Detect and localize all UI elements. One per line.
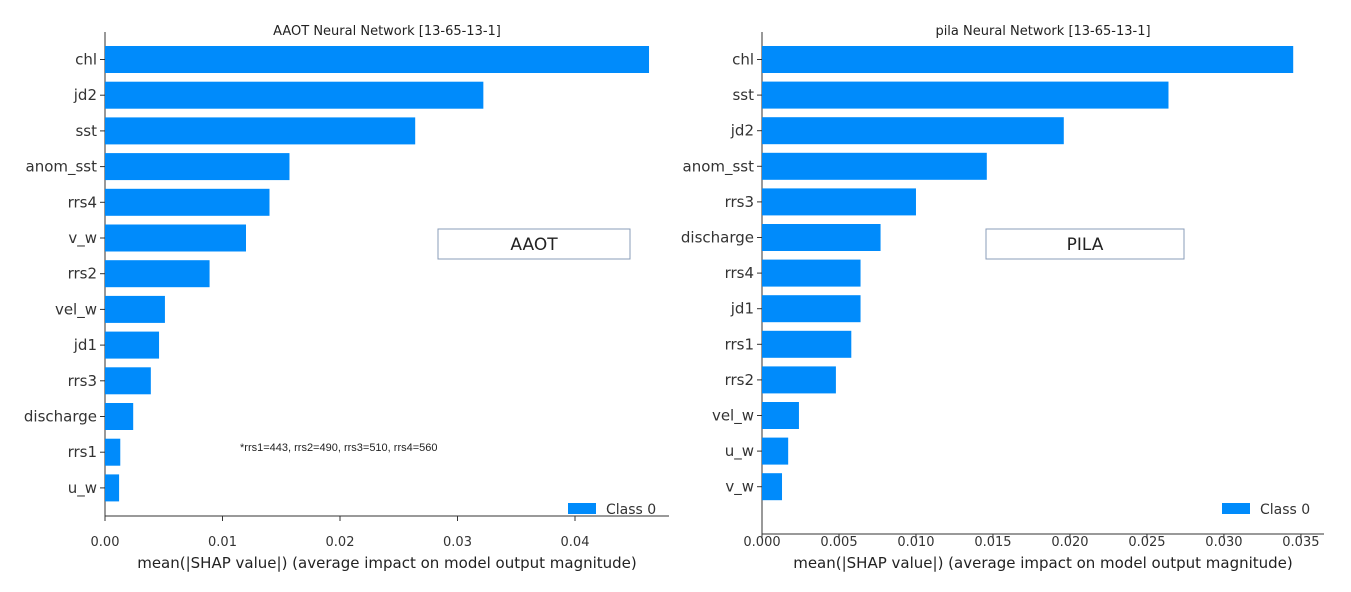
x-axis-label: mean(|SHAP value|) (average impact on mo…	[137, 554, 637, 572]
bar-rrs2	[105, 260, 210, 288]
x-tick-label-4: 0.04	[561, 535, 590, 550]
category-label-rrs3: rrs3	[68, 372, 97, 390]
x-tick-label-4: 0.020	[1051, 535, 1088, 550]
category-label-discharge: discharge	[24, 408, 97, 426]
x-tick-label-7: 0.035	[1282, 535, 1319, 550]
category-label-vel_w: vel_w	[55, 300, 97, 319]
x-tick-label-0: 0.00	[91, 535, 120, 550]
legend-swatch	[568, 503, 596, 514]
category-label-rrs4: rrs4	[725, 264, 754, 282]
bar-sst	[762, 81, 1169, 109]
category-label-rrs4: rrs4	[68, 193, 97, 211]
category-label-vel_w: vel_w	[712, 407, 754, 426]
x-tick-label-6: 0.030	[1205, 535, 1242, 550]
bar-sst	[105, 117, 416, 145]
bar-discharge	[105, 403, 134, 430]
bar-chl	[105, 46, 650, 73]
category-label-anom_sst: anom_sst	[683, 157, 755, 176]
category-label-jd2: jd2	[73, 86, 97, 104]
bar-chl	[762, 46, 1294, 73]
bar-rrs1	[762, 330, 852, 358]
panel-label-box	[985, 228, 1185, 260]
category-label-jd1: jd1	[730, 300, 754, 318]
bar-anom_sst	[762, 152, 987, 180]
bar-v_w	[105, 224, 246, 252]
x-tick-label-3: 0.015	[974, 535, 1011, 550]
bar-rrs4	[762, 259, 861, 287]
legend-label: Class 0	[1260, 502, 1310, 518]
bar-rrs3	[105, 367, 151, 395]
x-tick-label-1: 0.005	[820, 535, 857, 550]
category-label-u_w: u_w	[725, 442, 754, 461]
x-tick-label-1: 0.01	[208, 535, 237, 550]
category-label-anom_sst: anom_sst	[26, 158, 98, 177]
bar-jd2	[762, 117, 1064, 145]
bar-jd2	[105, 81, 484, 109]
bar-rrs1	[105, 438, 121, 466]
chart-title: pila Neural Network [13-65-13-1]	[935, 24, 1150, 39]
chart-panel-2: pila Neural Network [13-65-13-1] chl sst jd…	[681, 24, 1324, 572]
category-label-u_w: u_w	[68, 479, 97, 498]
x-tick-label-0: 0.000	[743, 535, 780, 550]
category-label-sst: sst	[732, 86, 754, 104]
chart-title: AAOT Neural Network [13-65-13-1]	[273, 24, 501, 39]
category-label-jd1: jd1	[73, 336, 97, 354]
category-label-sst: sst	[75, 122, 97, 140]
bar-rrs2	[762, 366, 836, 394]
panel-label-text: AAOT	[510, 235, 558, 255]
bar-vel_w	[105, 295, 165, 323]
annotation-note: *rrs1=443, rrs2=490, rrs3=510, rrs4=560	[240, 442, 438, 454]
category-label-jd2: jd2	[730, 122, 754, 140]
bar-anom_sst	[105, 153, 290, 181]
x-axis-label: mean(|SHAP value|) (average impact on mo…	[793, 554, 1293, 572]
category-label-chl: chl	[75, 51, 97, 69]
x-tick-label-5: 0.025	[1128, 535, 1165, 550]
bar-jd1	[762, 295, 861, 323]
legend-swatch	[1222, 503, 1250, 514]
legend-label: Class 0	[606, 502, 656, 518]
panel-label-box	[437, 228, 631, 260]
category-label-discharge: discharge	[681, 229, 754, 247]
category-label-chl: chl	[732, 51, 754, 69]
category-label-v_w: v_w	[725, 478, 754, 497]
category-label-rrs2: rrs2	[725, 371, 754, 389]
category-label-rrs1: rrs1	[725, 335, 754, 353]
bar-jd1	[105, 331, 160, 359]
bar-vel_w	[762, 402, 799, 429]
bar-v_w	[762, 473, 783, 501]
bar-discharge	[762, 224, 881, 251]
bar-rrs4	[105, 188, 270, 216]
bar-rrs3	[762, 188, 916, 216]
chart-panel-1: AAOT Neural Network [13-65-13-1] chl jd2 ss…	[24, 24, 669, 572]
category-label-rrs2: rrs2	[68, 265, 97, 283]
category-label-rrs3: rrs3	[725, 193, 754, 211]
bar-u_w	[105, 474, 120, 502]
x-tick-label-2: 0.010	[897, 535, 934, 550]
x-tick-label-2: 0.02	[326, 535, 355, 550]
category-label-rrs1: rrs1	[68, 443, 97, 461]
bar-u_w	[762, 437, 789, 465]
panel-label-text: PILA	[1067, 235, 1104, 255]
x-tick-label-3: 0.03	[443, 535, 472, 550]
category-label-v_w: v_w	[68, 229, 97, 248]
